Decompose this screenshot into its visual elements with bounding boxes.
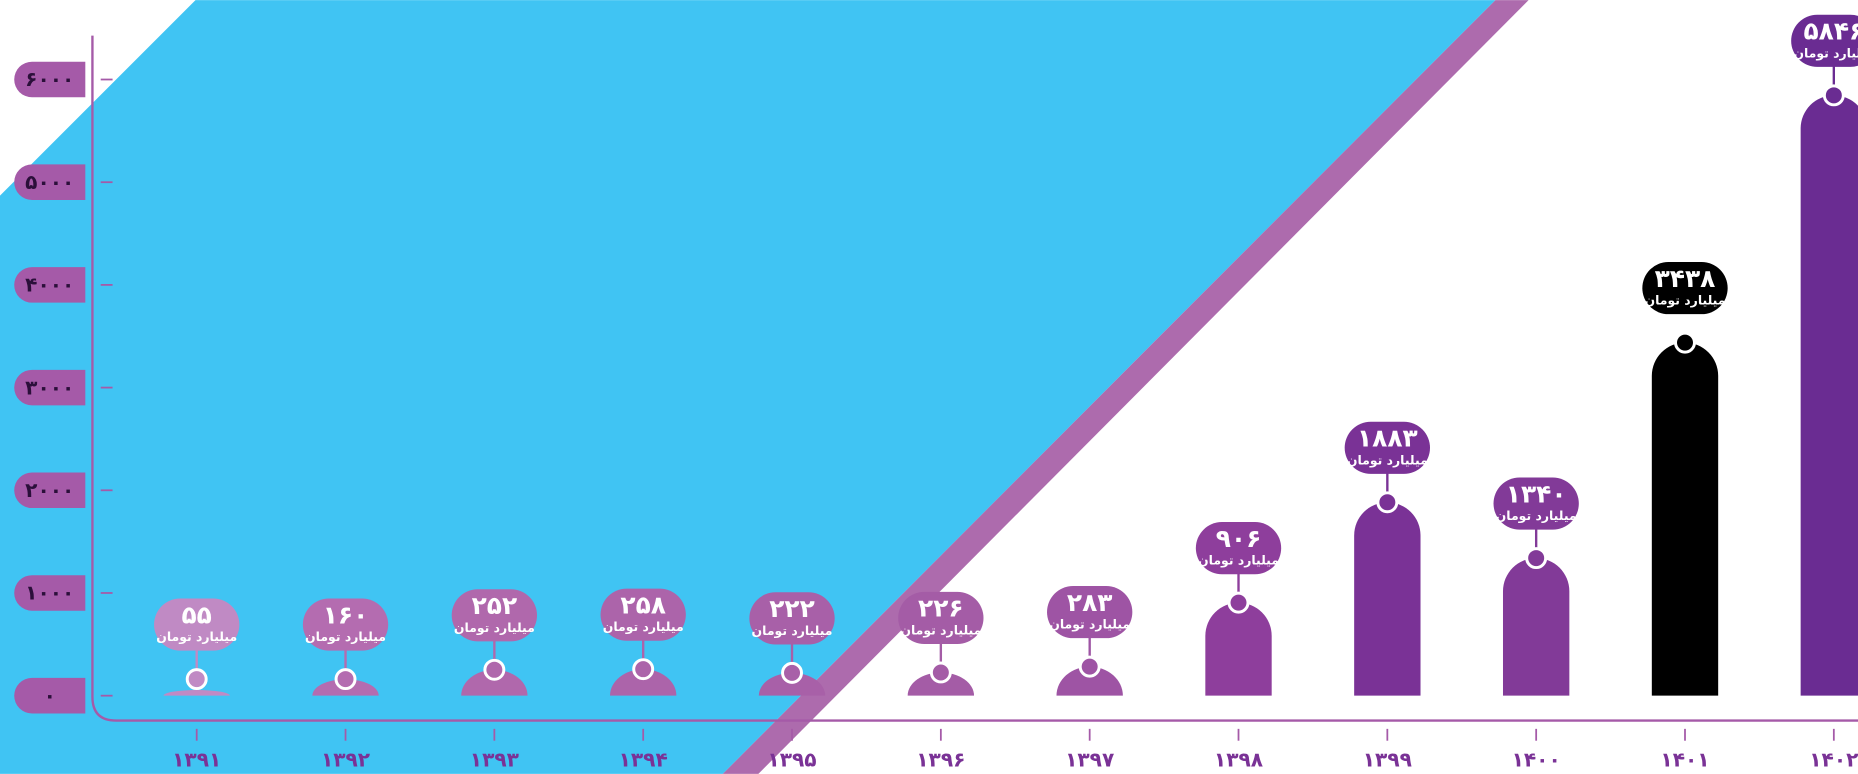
unit-label: میلیارد تومان bbox=[1049, 617, 1130, 632]
background-shape bbox=[0, 0, 1496, 774]
y-tick-label: ۰ bbox=[44, 683, 56, 707]
marker bbox=[1525, 547, 1548, 570]
value-label: ۱۳۴۰ bbox=[1506, 479, 1567, 508]
x-tick-label: ۱۴۰۰ bbox=[1512, 747, 1561, 771]
value-label: ۱۶۰ bbox=[323, 600, 369, 629]
marker bbox=[483, 658, 506, 681]
marker bbox=[929, 661, 952, 684]
unit-label: میلیارد تومان bbox=[454, 620, 535, 635]
marker bbox=[632, 658, 655, 681]
bar bbox=[1354, 502, 1421, 696]
label-bubble bbox=[1195, 522, 1282, 575]
unit-label: میلیارد تومان bbox=[1645, 293, 1726, 308]
x-tick-label: ۱۳۹۶ bbox=[916, 747, 965, 771]
value-label: ۵۵ bbox=[182, 600, 212, 629]
bar bbox=[907, 672, 975, 696]
bar bbox=[1651, 342, 1719, 696]
y-tick-badge bbox=[14, 575, 86, 611]
unit-label: میلیارد تومان bbox=[1793, 45, 1858, 60]
x-tick-label: ۱۳۹۳ bbox=[470, 747, 520, 771]
y-tick-label: ۴۰۰۰ bbox=[25, 273, 74, 297]
unit-label: میلیارد تومان bbox=[1198, 553, 1279, 568]
label-bubble bbox=[600, 588, 686, 641]
label-bubble bbox=[451, 589, 538, 642]
y-tick-badge bbox=[14, 61, 86, 98]
unit-label: میلیارد تومان bbox=[1496, 508, 1577, 523]
bar bbox=[610, 669, 677, 696]
x-tick-label: ۱۳۹۵ bbox=[767, 747, 816, 771]
marker bbox=[1822, 84, 1845, 107]
x-tick-label: ۱۳۹۹ bbox=[1363, 747, 1412, 771]
y-tick-badge bbox=[14, 677, 86, 714]
y-tick-label: ۳۰۰۰ bbox=[25, 375, 74, 399]
value-label: ۱۸۸۳ bbox=[1357, 424, 1418, 453]
value-label: ۳۴۳۸ bbox=[1655, 264, 1716, 293]
label-bubble bbox=[1642, 262, 1728, 315]
bar bbox=[1800, 95, 1858, 696]
y-tick-label: ۱۰۰۰ bbox=[25, 581, 74, 605]
label-bubble bbox=[302, 598, 389, 651]
label-bubble bbox=[154, 598, 240, 651]
x-tick-label: ۱۴۰۲ bbox=[1809, 747, 1858, 771]
label-bubble bbox=[1344, 421, 1430, 474]
value-label: ۲۸۳ bbox=[1067, 588, 1113, 617]
value-label: ۲۵۸ bbox=[620, 590, 666, 619]
marker bbox=[1674, 331, 1696, 354]
y-tick-badge bbox=[14, 369, 86, 406]
value-label: ۲۲۲ bbox=[769, 594, 815, 623]
unit-label: میلیارد تومان bbox=[156, 629, 237, 644]
bar bbox=[163, 690, 230, 696]
marker bbox=[1376, 491, 1399, 514]
unit-label: میلیارد تومان bbox=[305, 629, 386, 644]
label-bubble bbox=[1047, 586, 1133, 639]
x-tick-label: ۱۳۹۸ bbox=[1214, 747, 1263, 771]
value-label: ۵۸۴۶ bbox=[1803, 17, 1858, 46]
x-tick-label: ۱۳۹۴ bbox=[619, 747, 668, 771]
marker bbox=[1078, 655, 1101, 678]
y-tick-label: ۶۰۰۰ bbox=[25, 67, 74, 91]
y-tick-label: ۵۰۰۰ bbox=[25, 170, 74, 194]
y-tick-label: ۲۰۰۰ bbox=[25, 478, 74, 502]
y-tick-badge bbox=[14, 164, 86, 200]
bar bbox=[1056, 666, 1123, 696]
marker bbox=[781, 661, 803, 684]
unit-label: میلیارد تومان bbox=[752, 623, 833, 638]
marker bbox=[334, 668, 357, 691]
y-tick-badge bbox=[14, 267, 86, 303]
marker bbox=[185, 668, 208, 691]
x-tick-label: ۱۳۹۱ bbox=[172, 747, 221, 771]
value-label: ۲۲۶ bbox=[918, 594, 964, 623]
x-tick-label: ۱۳۹۷ bbox=[1065, 747, 1114, 771]
value-label: ۲۵۲ bbox=[472, 591, 518, 620]
label-bubble bbox=[898, 591, 984, 645]
label-bubble bbox=[1791, 14, 1858, 67]
bar bbox=[758, 672, 826, 696]
x-tick-label: ۱۳۹۲ bbox=[321, 747, 371, 771]
bar bbox=[1502, 558, 1570, 696]
unit-label: میلیارد تومان bbox=[900, 622, 981, 637]
unit-label: میلیارد تومان bbox=[1347, 452, 1428, 467]
unit-label: میلیارد تومان bbox=[603, 619, 684, 634]
label-bubble bbox=[1493, 477, 1579, 530]
bar bbox=[1205, 602, 1272, 696]
y-tick-badge bbox=[14, 472, 86, 509]
bar bbox=[461, 669, 528, 696]
axis bbox=[91, 35, 1858, 722]
value-label: ۹۰۶ bbox=[1216, 524, 1262, 553]
diagonal-stripe bbox=[722, 0, 1529, 774]
marker bbox=[1227, 591, 1250, 614]
x-tick-label: ۱۴۰۱ bbox=[1660, 747, 1709, 771]
label-bubble bbox=[749, 592, 835, 645]
